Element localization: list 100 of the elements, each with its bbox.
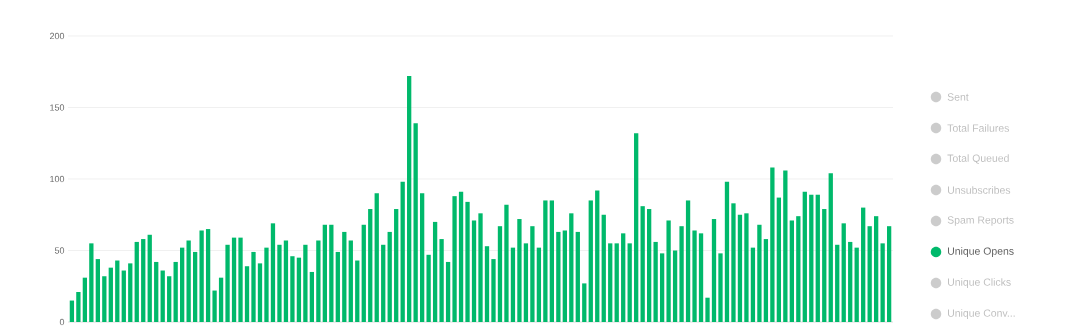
bar [471, 220, 477, 322]
bar [309, 271, 315, 322]
y-tick-label: 50 [54, 247, 65, 254]
bar [102, 276, 107, 322]
legend-label: Unique Clicks [948, 278, 1011, 288]
bar [653, 241, 658, 322]
bar [569, 213, 574, 322]
bar [173, 261, 178, 322]
bar [861, 207, 866, 322]
bar [835, 244, 840, 322]
bar [225, 244, 230, 322]
bar [517, 219, 522, 322]
bar [724, 181, 730, 322]
bar [180, 247, 185, 322]
bar [368, 209, 373, 322]
bar [588, 200, 593, 322]
bar [478, 213, 483, 322]
legend-label: Total Failures [947, 124, 1010, 132]
bar [147, 234, 152, 322]
bar [167, 276, 172, 322]
bar [439, 239, 444, 322]
bar [134, 241, 139, 322]
bar [160, 270, 165, 322]
bar [95, 259, 100, 322]
bar [244, 266, 250, 322]
bar [484, 246, 490, 322]
bar [296, 257, 302, 322]
bar [848, 241, 853, 322]
bar [205, 229, 211, 322]
bar [562, 230, 567, 322]
bar [458, 191, 464, 322]
bar [445, 261, 451, 322]
bar [212, 290, 217, 322]
bar [711, 219, 717, 322]
bar [685, 200, 691, 322]
bar [335, 251, 340, 322]
bar [582, 283, 587, 322]
bar [115, 260, 120, 322]
bar [737, 214, 743, 322]
bar [342, 231, 347, 322]
bar [283, 240, 289, 322]
bar [510, 247, 516, 322]
legend-label: Unsubscribes [948, 186, 1011, 194]
y-tick-label: 200 [49, 32, 65, 40]
bar [465, 201, 470, 322]
bar [290, 256, 295, 322]
bar [556, 231, 561, 322]
bar [815, 194, 820, 322]
bar [497, 226, 503, 322]
bar [530, 226, 535, 322]
legend-label: Unique Conv... [948, 309, 1015, 319]
bar [361, 224, 366, 322]
bar [270, 223, 276, 322]
bar [76, 291, 81, 322]
bar [646, 209, 652, 322]
bar [303, 244, 308, 322]
legend-label: Total Queued [947, 154, 1009, 164]
bar [822, 209, 827, 322]
bar [316, 240, 321, 322]
bar [802, 191, 807, 322]
bar [750, 247, 756, 322]
bar [536, 247, 542, 322]
bar [640, 206, 645, 322]
bar [595, 190, 600, 322]
bar [705, 297, 710, 322]
bar [381, 244, 386, 322]
bar [218, 277, 224, 322]
bar [108, 267, 113, 322]
bar [627, 243, 632, 322]
bar [387, 231, 392, 322]
bar [549, 200, 555, 322]
y-tick-label: 150 [50, 104, 65, 111]
bar [744, 213, 749, 322]
bar [432, 221, 438, 322]
bar [407, 76, 412, 322]
bar [277, 244, 282, 322]
bar [394, 209, 399, 322]
bar [575, 231, 580, 322]
bar [89, 243, 94, 322]
bar [452, 196, 457, 322]
bar [789, 220, 794, 322]
bar [355, 260, 360, 322]
bar [828, 173, 833, 322]
legend-label: Spam Reports [947, 216, 1014, 226]
bar [491, 259, 496, 322]
bar [672, 250, 678, 322]
bar [854, 247, 859, 322]
bar [128, 263, 133, 322]
bar [322, 224, 327, 322]
bar [374, 193, 379, 322]
bar [199, 230, 204, 322]
bar [880, 243, 885, 322]
bar [757, 224, 762, 322]
bar [634, 133, 639, 322]
bar [621, 233, 626, 322]
bar [874, 216, 879, 322]
bar [601, 214, 606, 322]
bar [69, 300, 75, 322]
bar [141, 239, 146, 322]
bar [251, 251, 256, 322]
